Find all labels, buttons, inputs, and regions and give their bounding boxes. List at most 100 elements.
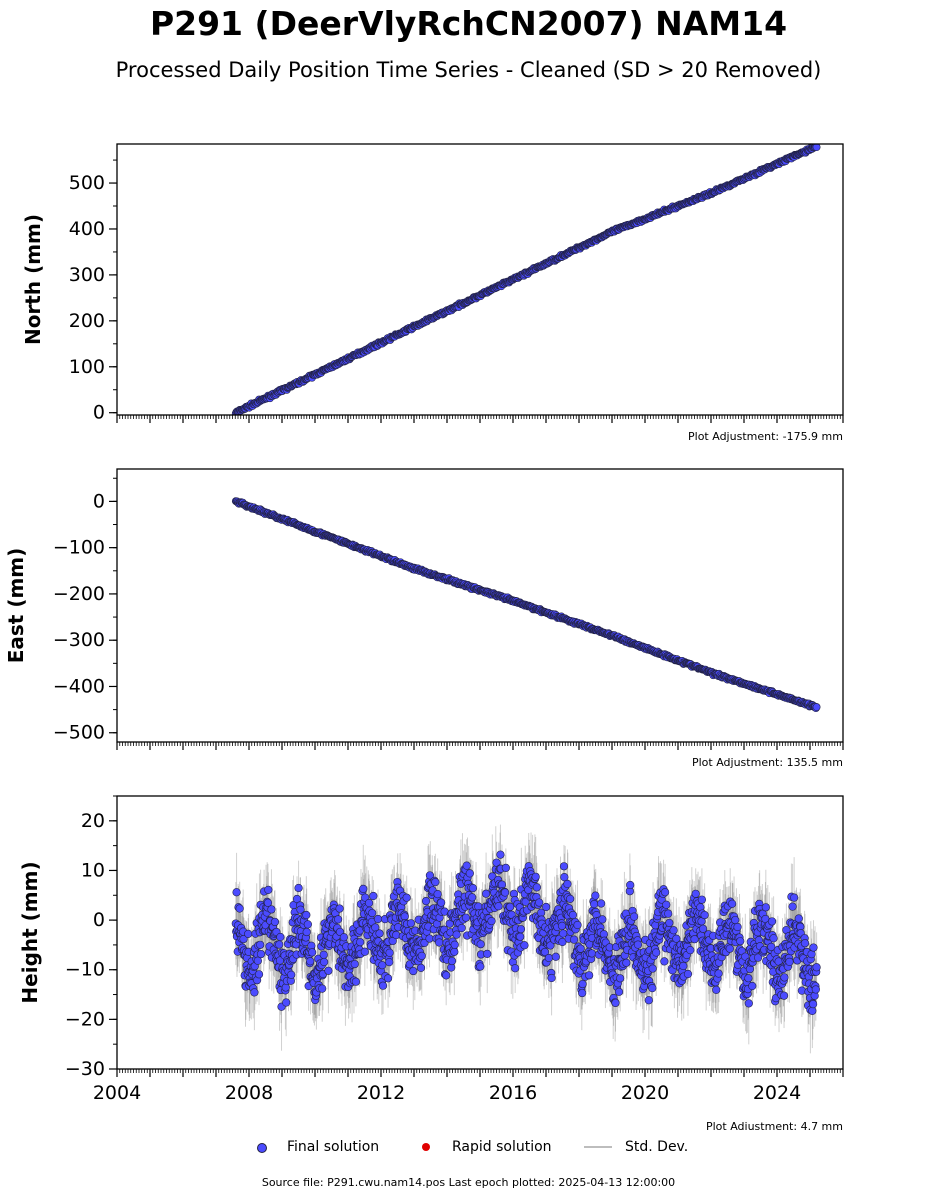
y-tick-label: 0: [93, 402, 105, 424]
data-point: [425, 934, 434, 943]
data-point: [235, 904, 244, 913]
data-point: [447, 956, 457, 966]
data-point: [232, 888, 241, 897]
data-point: [462, 861, 471, 870]
data-point: [468, 893, 477, 902]
data-point: [402, 893, 411, 902]
data-point: [516, 925, 526, 934]
y-tick-label: 400: [69, 218, 105, 240]
data-point: [476, 962, 485, 971]
y-tick-label: −300: [53, 629, 105, 651]
data-point: [501, 863, 510, 873]
y-tick-label: −100: [53, 537, 105, 559]
data-point: [385, 948, 394, 957]
data-point: [264, 885, 273, 894]
chart-subtitle: Processed Daily Position Time Series - C…: [115, 58, 822, 82]
data-point: [296, 905, 305, 914]
plot-adjustment-note: Plot Adjustment: -175.9 mm: [688, 430, 843, 443]
y-tick-label: −200: [53, 583, 105, 605]
data-point: [356, 938, 365, 947]
data-point: [253, 956, 262, 965]
data-point: [239, 934, 248, 944]
y-tick-label: 20: [81, 810, 105, 832]
data-point: [535, 898, 544, 907]
data-point: [481, 889, 491, 898]
data-point: [812, 703, 821, 711]
data-point: [450, 947, 459, 956]
y-tick-label: 100: [69, 356, 105, 378]
y-tick-label: 500: [69, 172, 105, 194]
y-tick-label: −500: [53, 722, 105, 744]
data-point: [368, 908, 377, 918]
data-point: [359, 884, 368, 893]
panel-2: 0 −100 −200 −300 −400 −500 East (mm) Plot Adjus…: [4, 468, 844, 769]
data-point: [406, 919, 416, 928]
data-point: [375, 929, 384, 938]
data-point: [275, 940, 284, 949]
data-point: [416, 963, 426, 972]
x-tick-label: 2004: [93, 1082, 141, 1104]
axes-frame: [116, 143, 844, 416]
data-point: [465, 869, 474, 878]
data-point: [409, 966, 418, 976]
data-point: [324, 966, 333, 975]
data-point: [250, 988, 259, 997]
data-series: [231, 497, 821, 713]
data-point: [417, 951, 426, 960]
chart-title: P291 (DeerVlyRchCN2007) NAM14: [149, 4, 788, 43]
data-point: [302, 927, 311, 937]
data-point: [437, 898, 446, 907]
data-point: [532, 883, 541, 892]
data-point: [339, 933, 349, 942]
data-point: [270, 917, 280, 927]
y-axis-label: North (mm): [21, 214, 45, 345]
x-tick-label: 2024: [753, 1082, 801, 1104]
data-point: [378, 961, 387, 970]
data-point: [457, 923, 466, 933]
data-point: [520, 941, 529, 950]
data-point: [335, 904, 344, 913]
data-point: [320, 957, 329, 967]
data-point: [385, 958, 394, 967]
y-tick-label: 10: [81, 859, 105, 881]
data-point: [540, 947, 550, 957]
data-point: [308, 948, 317, 957]
x-tick-label: 2008: [225, 1082, 273, 1104]
data-point: [302, 910, 311, 920]
y-tick-label: −10: [65, 959, 105, 981]
y-axis-label: East (mm): [4, 548, 28, 664]
data-point: [442, 971, 451, 980]
data-point: [287, 970, 296, 979]
data-point: [383, 974, 393, 983]
data-point: [435, 938, 444, 947]
data-point: [254, 970, 264, 979]
y-tick-label: −400: [53, 675, 105, 697]
data-point: [542, 902, 551, 912]
data-series: [231, 824, 821, 1054]
data-point: [306, 957, 315, 966]
data-point: [511, 964, 520, 973]
data-point: [364, 898, 374, 908]
data-point: [360, 947, 369, 956]
data-point: [461, 913, 471, 922]
data-point: [496, 850, 505, 859]
data-point: [282, 998, 291, 1007]
data-point: [468, 884, 478, 893]
data-point: [267, 905, 276, 914]
data-point: [333, 915, 343, 924]
data-point: [294, 883, 303, 893]
y-tick-label: 0: [93, 909, 105, 931]
data-point: [318, 984, 327, 993]
plot-adjustment-note: Plot Adjustment: 135.5 mm: [692, 756, 843, 769]
data-point: [256, 940, 265, 949]
data-point: [303, 920, 312, 929]
data-point: [494, 902, 503, 911]
data-point: [244, 929, 253, 938]
data-point: [431, 877, 440, 887]
data-point: [812, 144, 821, 152]
y-tick-label: 0: [93, 490, 105, 512]
panel-1: 0 100 200 300 400 500 North (mm) Plot Adjustmen…: [21, 143, 844, 443]
data-point: [319, 950, 328, 959]
data-point: [487, 916, 496, 926]
